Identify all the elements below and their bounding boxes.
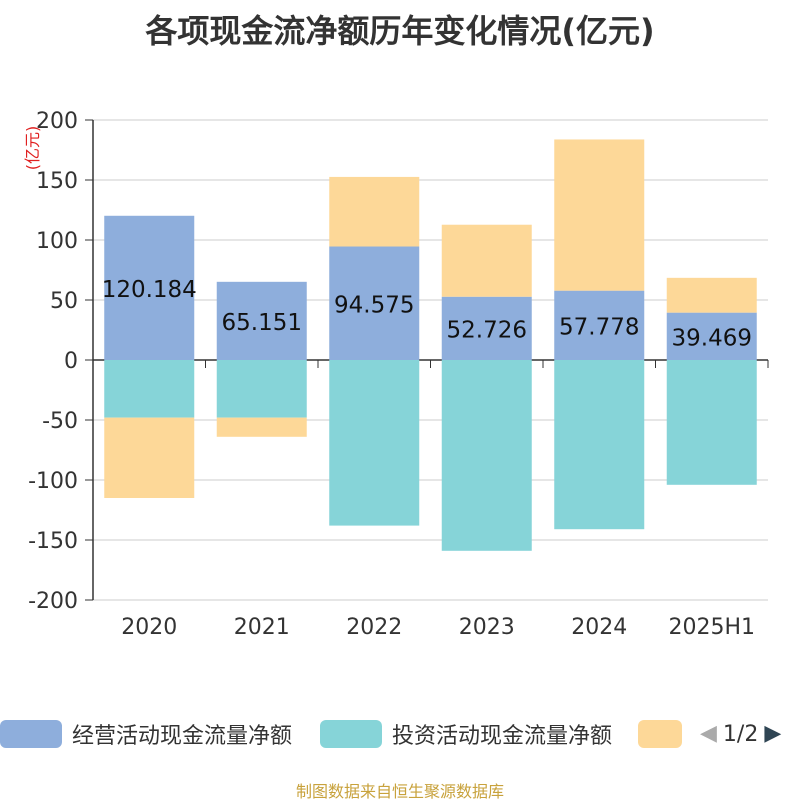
y-tick-label: -50 xyxy=(42,409,78,434)
x-tick-label: 2025H1 xyxy=(668,615,755,640)
data-label-operating: 94.575 xyxy=(334,292,414,318)
x-tick-label: 2022 xyxy=(346,615,402,640)
legend-label-investing: 投资活动现金流量净额 xyxy=(392,724,613,749)
y-tick-label: 0 xyxy=(64,349,78,374)
x-tick-label: 2021 xyxy=(234,615,290,640)
x-tick-label: 2023 xyxy=(459,615,515,640)
y-tick-label: -100 xyxy=(28,469,78,494)
bar-third-2021 xyxy=(216,417,307,437)
legend-label-operating: 经营活动现金流量净额 xyxy=(72,724,293,749)
bar-operating-2021 xyxy=(216,281,307,360)
bar-investing-2021 xyxy=(216,360,307,418)
bar-third-2025H1 xyxy=(666,277,757,313)
legend: 经营活动现金流量净额 投资活动现金流量净额 ◀ 1/2 ▶ xyxy=(0,716,800,756)
bar-operating-2022 xyxy=(329,246,420,360)
y-tick-label: -150 xyxy=(28,529,78,554)
bar-operating-2024 xyxy=(554,290,645,360)
data-label-operating: 39.469 xyxy=(672,325,752,351)
bar-investing-2025H1 xyxy=(666,360,757,485)
bar-third-2022 xyxy=(329,176,420,247)
data-label-operating: 120.184 xyxy=(102,277,197,303)
data-label-operating: 65.151 xyxy=(222,310,302,336)
bar-operating-2023 xyxy=(441,296,532,360)
legend-swatch-operating xyxy=(0,720,62,748)
legend-swatch-third xyxy=(638,720,682,748)
bar-investing-2023 xyxy=(441,360,532,551)
y-tick-label: 150 xyxy=(36,169,78,194)
chart-title: 各项现金流净额历年变化情况(亿元) xyxy=(145,12,655,50)
legend-item-operating[interactable]: 经营活动现金流量净额 xyxy=(0,716,292,752)
bar-third-2020 xyxy=(104,417,195,498)
legend-item-third[interactable] xyxy=(638,716,682,752)
data-label-operating: 52.726 xyxy=(447,317,527,343)
bar-investing-2022 xyxy=(329,360,420,526)
y-axis-label: (亿元) xyxy=(23,126,42,171)
data-label-operating: 57.778 xyxy=(559,314,639,340)
source-note: 制图数据来自恒生聚源数据库 xyxy=(295,782,504,801)
legend-item-investing[interactable]: 投资活动现金流量净额 xyxy=(320,716,612,752)
legend-swatch-investing xyxy=(320,720,382,748)
bar-investing-2020 xyxy=(104,360,195,418)
y-tick-label: -200 xyxy=(28,589,78,614)
y-tick-label: 50 xyxy=(50,289,78,314)
chevron-left-icon[interactable]: ◀ xyxy=(700,721,717,746)
bar-operating-2025H1 xyxy=(666,312,757,360)
bar-operating-2020 xyxy=(104,215,195,360)
y-tick-label: 100 xyxy=(36,229,78,254)
x-tick-label: 2020 xyxy=(121,615,177,640)
legend-page-indicator: 1/2 xyxy=(722,721,759,747)
chevron-right-icon[interactable]: ▶ xyxy=(764,721,782,746)
legend-pager: ◀ 1/2 ▶ xyxy=(700,716,781,752)
x-tick-label: 2024 xyxy=(571,615,627,640)
bar-investing-2024 xyxy=(554,360,645,530)
bar-third-2023 xyxy=(441,224,532,297)
y-tick-label: 200 xyxy=(36,109,78,134)
bar-third-2024 xyxy=(554,139,645,291)
